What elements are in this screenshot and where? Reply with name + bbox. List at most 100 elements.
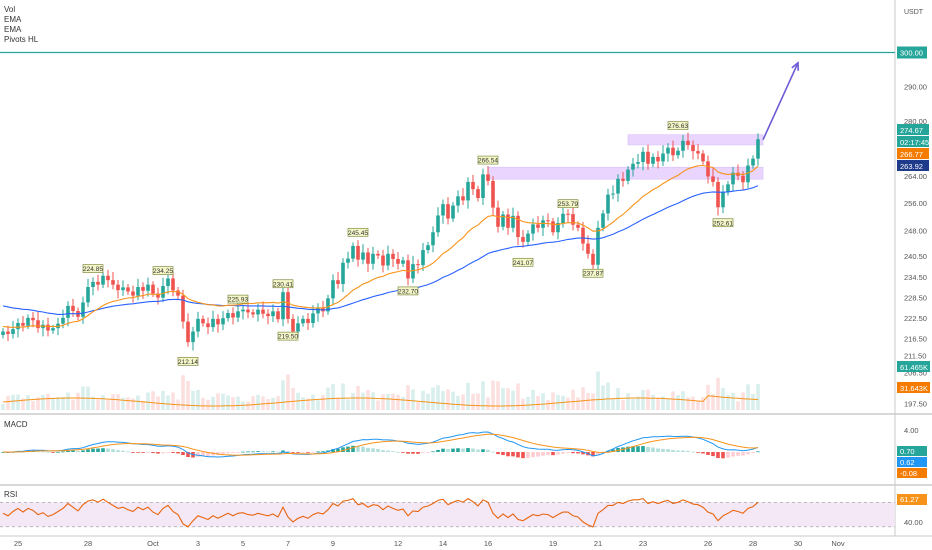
volume-bar [76,392,80,410]
volume-bar [666,398,670,410]
candle-body [396,258,400,264]
candle-body [336,280,340,284]
candle-body [511,215,515,228]
candle-body [311,313,315,323]
macd-histogram-bar [421,452,425,454]
candle-body [451,205,455,219]
macd-histogram-bar [221,452,225,455]
volume-bar [516,383,520,410]
macd-histogram-bar [176,452,180,454]
candle-body [641,151,645,163]
price-badge-text: 266.77 [900,150,923,159]
macd-histogram-bar [661,448,665,452]
volume-bar [566,397,570,410]
macd-badge [897,446,927,456]
candle-body [361,252,365,260]
macd-badge-text: -0.08 [900,469,917,478]
volume-bar [651,395,655,410]
candle-body [681,140,685,151]
pivot-label: 225.93 [228,297,248,304]
macd-histogram-bar [246,451,250,453]
macd-histogram-bar [416,452,420,454]
candle-body [291,318,295,332]
macd-histogram-bar [566,452,570,454]
rsi-title: RSI [4,490,17,499]
macd-histogram-bar [481,449,485,452]
candle-body [606,194,610,214]
time-tick: 5 [241,539,245,548]
macd-histogram-bar [511,452,515,457]
volume-bar [696,400,700,410]
price-tick: 206.50 [904,369,927,378]
resistance-badge-text: 300.00 [900,49,923,58]
time-tick: 14 [439,539,447,548]
volume-bar [661,396,665,410]
macd-histogram-bar [136,452,140,453]
macd-histogram-bar [456,448,460,452]
candle-body [476,189,480,199]
candle-body [691,144,695,152]
candle-body [481,174,485,199]
volume-bar [536,396,540,410]
macd-histogram-bar [466,448,470,452]
macd-histogram-bar [201,452,205,457]
candle-body [266,313,270,317]
macd-histogram-bar [71,450,75,452]
volume-bar [216,393,220,410]
macd-histogram-bar [261,451,265,453]
volume-bar [126,397,130,410]
pivot-label-box [277,331,299,341]
macd-histogram-bar [206,452,210,457]
volume-bar [226,395,230,410]
macd-histogram-bar [721,452,725,459]
candle-body [11,329,15,334]
volume-bar [91,396,95,410]
volume-bar [691,396,695,410]
candle-body [741,175,745,183]
volume-bar [406,385,410,410]
time-tick: 21 [594,539,602,548]
volume-bar [336,397,340,410]
indicator-label: EMA [4,15,22,24]
pivot-label: 252.61 [713,220,733,227]
candle-body [81,302,85,317]
price-tick: 280.00 [904,117,927,126]
macd-histogram-bar [266,451,270,453]
volume-bar [41,395,45,410]
candle-body [446,204,450,219]
candle-body [51,328,55,331]
time-tick: Nov [831,539,845,548]
volume-bar [621,400,625,410]
volume-bar [521,398,525,410]
volume-bar [221,393,225,410]
macd-histogram-bar [516,452,520,458]
macd-histogram-bar [401,452,405,453]
candle-body [721,192,725,208]
candle-body [726,184,730,193]
candle-body [66,305,70,318]
macd-histogram-bar [371,448,375,452]
macd-histogram-bar [476,449,480,452]
candle-body [706,161,710,177]
macd-histogram-bar [591,452,595,457]
macd-badge [897,457,927,467]
volume-bar [141,400,145,410]
macd-histogram-bar [501,452,505,456]
candle-body [616,178,620,194]
candle-body [756,139,760,159]
pivot-label-box [712,218,734,228]
volume-bar [146,392,150,410]
candle-body [596,227,600,265]
candle-body [241,309,245,312]
candle-body [136,287,140,296]
candle-body [491,180,495,208]
macd-histogram-bar [486,449,490,452]
pivot-label: 230.41 [273,281,293,288]
macd-histogram-bar [736,452,740,456]
volume-bar [376,400,380,410]
candle-body [236,311,240,318]
volume-bar [61,396,65,410]
volume-bar [71,399,75,410]
macd-histogram-bar [56,451,60,453]
